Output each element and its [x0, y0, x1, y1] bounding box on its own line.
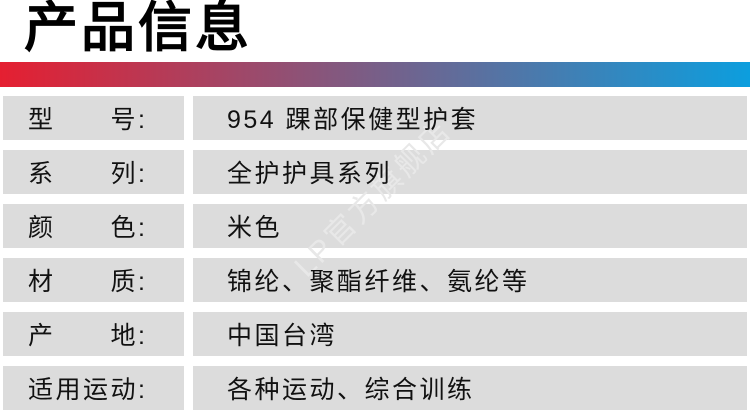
page-title: 产品信息 — [24, 0, 252, 58]
spec-label-cell: 型 号: — [3, 96, 184, 140]
spec-value: 954 踝部保健型护套 — [227, 106, 479, 134]
spec-value-cell: 米色 — [193, 204, 747, 248]
spec-label-cell: 产 地: — [3, 312, 184, 356]
spec-label: 产 地: — [28, 322, 148, 350]
spec-label: 材 质: — [28, 268, 148, 296]
spec-value-cell: 各种运动、综合训练 — [193, 366, 747, 410]
spec-row: 颜 色: 米色 — [0, 204, 750, 248]
spec-value: 米色 — [227, 214, 283, 242]
spec-value-cell: 全护护具系列 — [193, 150, 747, 194]
spec-label-cell: 材 质: — [3, 258, 184, 302]
spec-value: 全护护具系列 — [227, 160, 393, 188]
spec-label: 颜 色: — [28, 214, 148, 242]
spec-row: 型 号: 954 踝部保健型护套 — [0, 96, 750, 140]
spec-label-cell: 适用运动: — [3, 366, 184, 410]
spec-label: 适用运动: — [28, 376, 148, 404]
spec-row: 适用运动: 各种运动、综合训练 — [0, 366, 750, 410]
spec-value-cell: 中国台湾 — [193, 312, 747, 356]
spec-value-cell: 锦纶、聚酯纤维、氨纶等 — [193, 258, 747, 302]
spec-value: 中国台湾 — [227, 322, 338, 350]
spec-table: 型 号: 954 踝部保健型护套 系 列: 全护护具系列 颜 色: 米色 材 质… — [0, 96, 750, 412]
spec-value-cell: 954 踝部保健型护套 — [193, 96, 747, 140]
spec-label: 型 号: — [28, 106, 148, 134]
spec-label-cell: 系 列: — [3, 150, 184, 194]
gradient-divider — [0, 62, 750, 87]
spec-row: 产 地: 中国台湾 — [0, 312, 750, 356]
spec-label-cell: 颜 色: — [3, 204, 184, 248]
spec-value: 各种运动、综合训练 — [227, 376, 475, 404]
spec-label: 系 列: — [28, 160, 148, 188]
spec-row: 材 质: 锦纶、聚酯纤维、氨纶等 — [0, 258, 750, 302]
spec-value: 锦纶、聚酯纤维、氨纶等 — [227, 268, 530, 296]
spec-row: 系 列: 全护护具系列 — [0, 150, 750, 194]
